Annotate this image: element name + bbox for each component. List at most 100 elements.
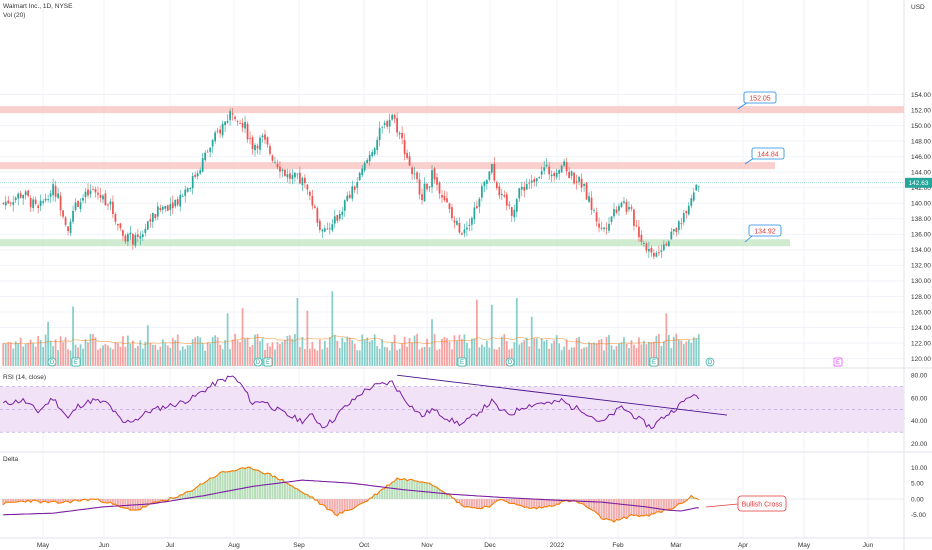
candle-body <box>64 217 67 225</box>
delta-histogram-bar <box>191 490 194 499</box>
candle-body <box>605 227 608 229</box>
candle-body <box>251 137 254 150</box>
candle-body <box>446 198 448 203</box>
delta-histogram-bar <box>598 499 601 515</box>
volume-bar <box>543 341 546 366</box>
delta-histogram-bar <box>485 499 488 507</box>
candle-body <box>259 137 261 150</box>
volume-bar <box>14 341 17 366</box>
candle-body <box>590 197 593 210</box>
volume-bar <box>573 347 575 366</box>
callout-144[interactable]: 144.84 <box>744 147 785 165</box>
candle-body <box>191 175 194 189</box>
callout-152[interactable]: 152.05 <box>737 91 777 110</box>
delta-histogram-bar <box>603 499 606 520</box>
delta-histogram-bar <box>156 499 159 503</box>
volume-bar <box>685 341 688 366</box>
candle-body <box>548 166 551 175</box>
delta-histogram-bar <box>12 499 15 503</box>
delta-histogram-bar <box>34 499 37 501</box>
candle-body <box>356 182 359 188</box>
delta-histogram-bar <box>151 499 154 503</box>
candle-body <box>196 173 199 177</box>
bullish-cross-callout[interactable]: Bullish Cross <box>705 495 787 512</box>
volume-bar <box>356 350 359 366</box>
candle-body <box>326 228 329 230</box>
volume-bar <box>396 350 398 366</box>
candle-body <box>122 230 124 236</box>
delta-histogram-bar <box>622 499 625 517</box>
candle-body <box>246 123 249 140</box>
delta-histogram-bar <box>54 499 57 502</box>
candle-body <box>608 223 610 231</box>
callout-134[interactable]: 134.92 <box>744 224 782 243</box>
candle-body <box>24 191 27 196</box>
last-price-value: 142.63 <box>909 180 929 187</box>
candle-body <box>488 171 491 180</box>
candle-body <box>456 220 458 225</box>
candle-body <box>37 205 40 208</box>
volume-bar <box>411 342 413 366</box>
volume-bar <box>555 335 558 366</box>
time-axis-tick: Jun <box>863 542 874 549</box>
price-axis-tick: 142.00 <box>911 185 931 192</box>
candle-body <box>341 211 344 215</box>
volume-bar <box>29 339 32 366</box>
volume-bar <box>608 334 610 366</box>
candle-body <box>216 130 219 132</box>
callout-134-label: 134.92 <box>754 229 776 236</box>
delta-histogram-bar <box>543 499 546 507</box>
volume-bar <box>114 342 117 366</box>
volume-bar <box>558 343 561 366</box>
volume-bar <box>299 347 301 366</box>
candle-body <box>82 197 84 201</box>
delta-histogram-bar <box>351 499 354 510</box>
volume-bar <box>224 340 226 366</box>
candle-body <box>603 227 605 229</box>
candle-body <box>436 177 438 185</box>
volume-bar <box>34 346 37 366</box>
volume-bar <box>211 337 214 366</box>
candle-body <box>560 165 563 173</box>
delta-axis-tick: -5.00 <box>911 512 926 519</box>
delta-histogram-bar <box>2 499 5 505</box>
delta-histogram-bar <box>201 484 204 499</box>
delta-histogram-bar <box>490 499 493 505</box>
volume-bar <box>388 350 391 366</box>
candle-body <box>458 222 461 233</box>
volume-bar <box>119 346 122 366</box>
candle-body <box>670 231 673 240</box>
event-marker-label: E <box>460 360 464 366</box>
volume-bar <box>254 334 256 366</box>
delta-histogram-bar <box>296 488 299 499</box>
delta-histogram-bar <box>685 499 688 501</box>
volume-bar <box>127 335 129 366</box>
delta-histogram-bar <box>440 490 443 499</box>
delta-histogram-bar <box>343 499 346 511</box>
volume-bar <box>525 337 528 366</box>
delta-histogram-bar <box>106 499 109 504</box>
volume-bar <box>219 344 221 366</box>
volume-bar <box>72 306 74 366</box>
volume-bar <box>695 338 698 366</box>
delta-histogram-bar <box>77 499 80 502</box>
volume-bar <box>463 334 466 366</box>
delta-histogram-bar <box>635 499 638 515</box>
candle-body <box>234 116 236 120</box>
delta-histogram-bar <box>595 499 598 513</box>
volume-bar <box>451 349 453 366</box>
volume-bar <box>575 338 578 366</box>
candle-body <box>139 236 142 239</box>
volume-bar <box>426 338 428 366</box>
volume-bar <box>433 333 436 366</box>
volume-bar <box>677 339 680 366</box>
volume-bar <box>528 346 531 366</box>
volume-bar <box>77 347 79 366</box>
candle-body <box>304 177 306 184</box>
volume-bar <box>563 346 566 366</box>
candle-body <box>308 191 311 196</box>
delta-histogram-bar <box>530 499 533 509</box>
candle-body <box>495 182 498 189</box>
delta-histogram-bar <box>625 499 628 519</box>
rsi-axis-tick: 20.00 <box>911 441 928 448</box>
